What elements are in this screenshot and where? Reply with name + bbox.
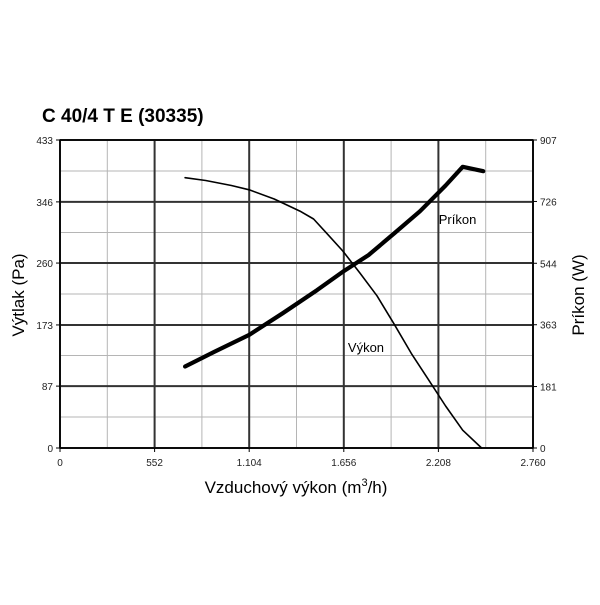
series-group bbox=[183, 164, 486, 449]
grid bbox=[59, 139, 534, 449]
y-right-tick-label: 0 bbox=[540, 444, 546, 455]
y-right-tick-label: 544 bbox=[540, 259, 557, 270]
series-annotation-label: Príkon bbox=[439, 212, 477, 227]
series-line-performance bbox=[184, 176, 483, 449]
y-right-tick-label: 907 bbox=[540, 136, 557, 147]
x-axis-label-main: Vzduchový výkon (m bbox=[205, 478, 362, 497]
y-left-axis-label: Výtlak (Pa) bbox=[9, 253, 28, 336]
y-left-tick-label: 0 bbox=[47, 444, 53, 455]
y-right-tick-labels: 0 181 363 544 726 907 bbox=[533, 136, 557, 455]
x-axis-label-sup: 3 bbox=[361, 477, 367, 489]
y-right-tick-label: 726 bbox=[540, 197, 557, 208]
plot-frame bbox=[59, 139, 534, 449]
x-tick-label: 2.208 bbox=[426, 458, 451, 469]
series-annotation-label: Výkon bbox=[348, 340, 384, 355]
y-right-tick-label: 363 bbox=[540, 321, 557, 332]
annotations: Príkon Výkon bbox=[348, 212, 476, 355]
x-tick-label: 0 bbox=[57, 458, 63, 469]
y-left-tick-label: 173 bbox=[36, 321, 53, 332]
y-right-axis-label: Príkon (W) bbox=[569, 254, 588, 335]
x-tick-label: 1.104 bbox=[237, 458, 262, 469]
y-left-tick-label: 87 bbox=[42, 382, 54, 393]
y-left-tick-label: 433 bbox=[36, 136, 53, 147]
series-line-power bbox=[183, 164, 486, 369]
y-left-tick-labels: 0 87 173 260 346 433 bbox=[36, 136, 60, 455]
x-tick-label: 1.656 bbox=[331, 458, 356, 469]
x-tick-label: 552 bbox=[146, 458, 163, 469]
x-axis-label: Vzduchový výkon (m3/h) bbox=[205, 477, 388, 497]
x-axis-label-tail: /h) bbox=[368, 478, 388, 497]
y-right-tick-label: 181 bbox=[540, 383, 557, 394]
y-left-tick-label: 346 bbox=[36, 198, 53, 209]
y-left-tick-label: 260 bbox=[36, 259, 53, 270]
x-tick-label: 2.760 bbox=[520, 458, 545, 469]
chart-title: C 40/4 T E (30335) bbox=[42, 106, 204, 127]
x-tick-labels: 0 552 1.104 1.656 2.208 2.760 bbox=[57, 448, 546, 469]
